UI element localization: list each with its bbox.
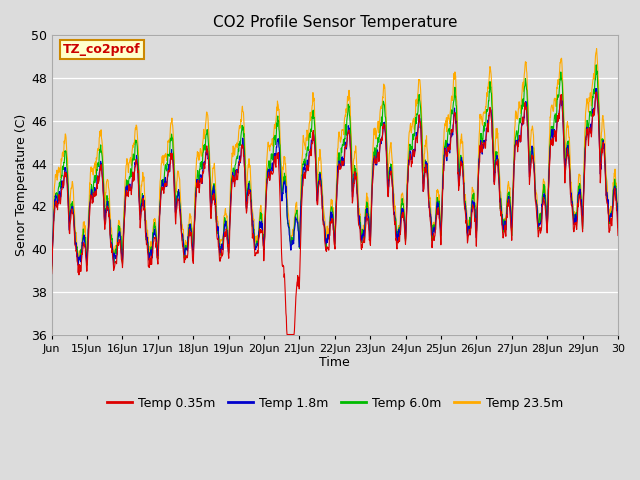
Title: CO2 Profile Sensor Temperature: CO2 Profile Sensor Temperature (212, 15, 457, 30)
Text: TZ_co2prof: TZ_co2prof (63, 43, 141, 56)
Y-axis label: Senor Temperature (C): Senor Temperature (C) (15, 114, 28, 256)
Legend: Temp 0.35m, Temp 1.8m, Temp 6.0m, Temp 23.5m: Temp 0.35m, Temp 1.8m, Temp 6.0m, Temp 2… (102, 392, 568, 415)
X-axis label: Time: Time (319, 356, 350, 369)
